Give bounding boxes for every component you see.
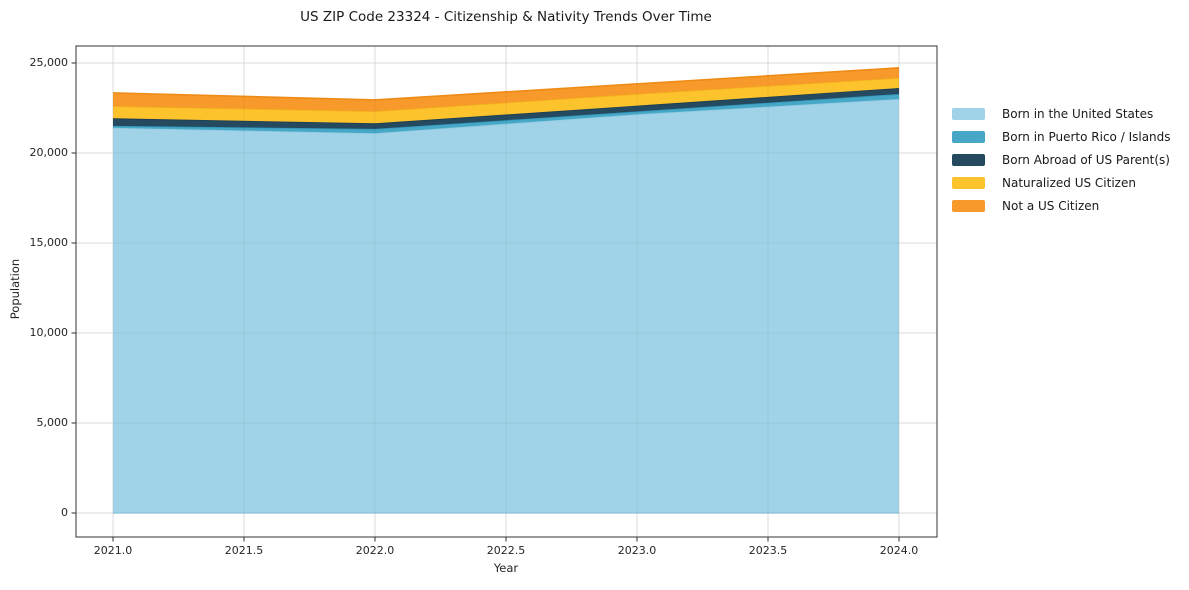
area-series-1 (113, 93, 899, 134)
x-tick-label: 2021.5 (224, 544, 264, 557)
legend-item: Naturalized US Citizen (952, 171, 1171, 194)
legend-label: Born Abroad of US Parent(s) (1002, 152, 1170, 167)
legend-item: Born in the United States (952, 102, 1171, 125)
area-series-2 (113, 88, 899, 129)
x-axis-label: Year (493, 561, 519, 575)
legend-label: Born in the United States (1002, 106, 1154, 121)
y-tick-label: 25,000 (29, 56, 69, 69)
area-series-4-edge (112, 67, 900, 101)
legend-swatch (952, 107, 985, 120)
x-tick-label: 2022.5 (486, 544, 526, 557)
legend-swatch (952, 199, 985, 212)
legend-swatch (952, 176, 985, 189)
legend-item: Born in Puerto Rico / Islands (952, 125, 1171, 148)
y-tick-label: 15,000 (29, 236, 69, 249)
area-series-4 (113, 67, 899, 112)
chart-title: US ZIP Code 23324 - Citizenship & Nativi… (300, 9, 712, 25)
legend-label: Not a US Citizen (1002, 198, 1100, 213)
legend: Born in the United States Born in Puerto … (952, 102, 1171, 217)
x-tick-label: 2024.0 (879, 544, 919, 557)
x-tick-label: 2023.0 (617, 544, 657, 557)
y-tick-label: 0 (61, 506, 68, 519)
y-tick-label: 10,000 (29, 326, 69, 339)
legend-item: Born Abroad of US Parent(s) (952, 148, 1171, 171)
y-tick-label: 20,000 (29, 146, 69, 159)
legend-label: Born in Puerto Rico / Islands (1002, 129, 1171, 144)
legend-swatch (952, 153, 985, 166)
legend-swatch (952, 130, 985, 143)
x-tick-label: 2023.5 (748, 544, 788, 557)
area-series-0 (113, 99, 899, 513)
x-tick-label: 2022.0 (355, 544, 395, 557)
area-series-3 (113, 77, 899, 124)
x-tick-label: 2021.0 (93, 544, 133, 557)
legend-item: Not a US Citizen (952, 194, 1171, 217)
y-axis-label: Population (8, 258, 22, 320)
y-tick-label: 5,000 (36, 416, 69, 429)
legend-label: Naturalized US Citizen (1002, 175, 1136, 190)
